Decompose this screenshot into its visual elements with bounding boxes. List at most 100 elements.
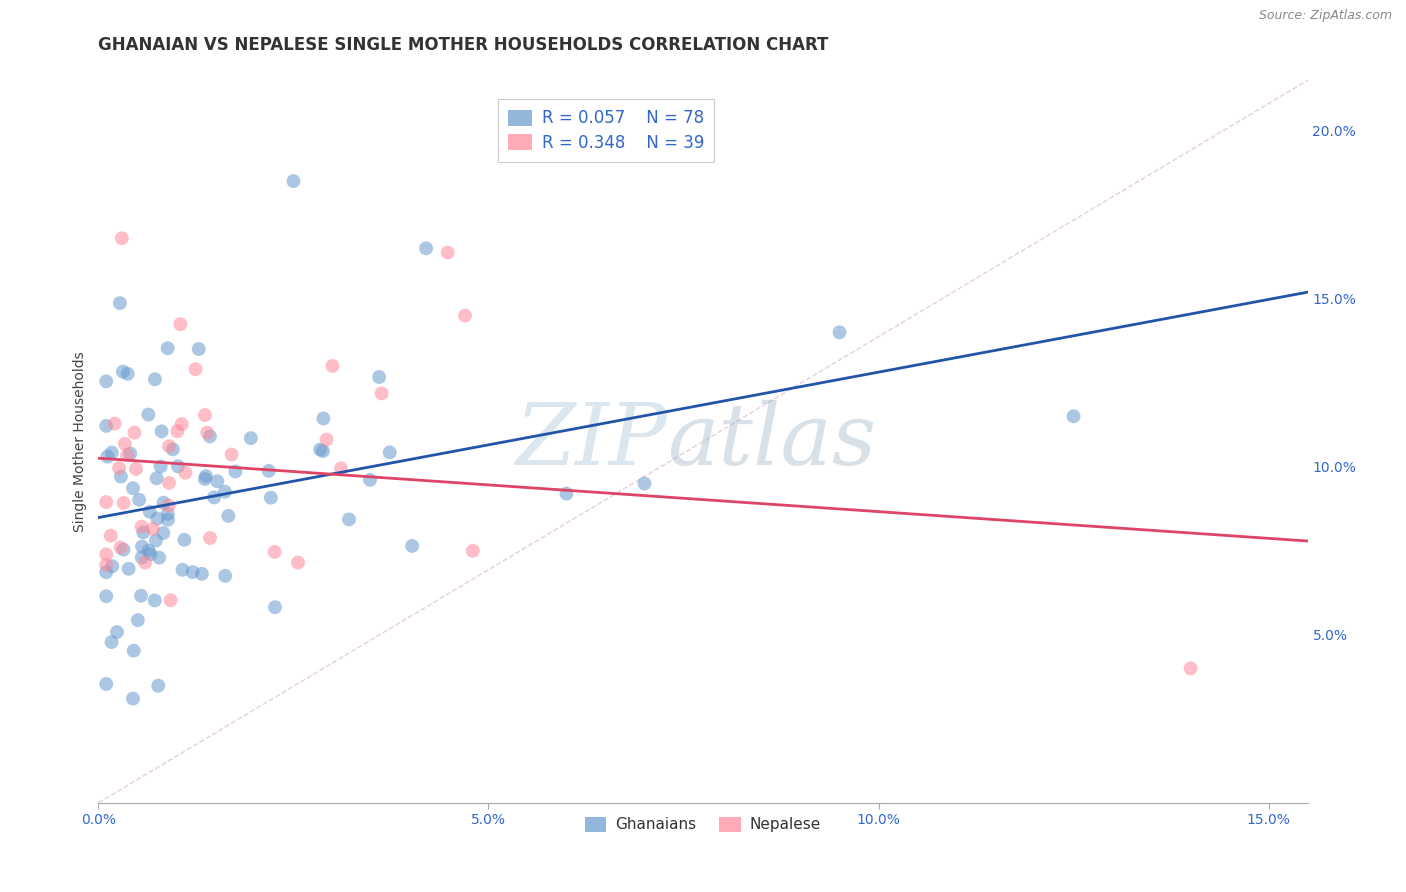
Point (96, 558, 118, 572)
Point (112, 542, 135, 557)
Point (207, 475, 229, 489)
Point (131, 519, 153, 533)
Point (454, 309, 477, 323)
Point (156, 341, 179, 355)
Point (198, 531, 221, 545)
Point (157, 475, 180, 490)
Point (122, 643, 145, 657)
Point (337, 512, 360, 526)
Point (287, 556, 309, 570)
Point (136, 408, 159, 422)
Point (127, 613, 149, 627)
Point (96, 566, 118, 580)
Point (194, 469, 217, 483)
Text: atlas: atlas (666, 401, 876, 483)
Point (555, 486, 578, 500)
Point (143, 372, 166, 386)
Point (115, 448, 138, 462)
Point (157, 499, 180, 513)
Point (96, 589, 118, 603)
Point (162, 442, 184, 457)
Point (315, 433, 337, 447)
Point (105, 625, 128, 640)
Point (257, 464, 280, 478)
Point (368, 370, 391, 384)
Point (309, 442, 332, 457)
Point (100, 528, 122, 542)
Point (264, 600, 287, 615)
Point (172, 563, 194, 577)
Point (187, 342, 209, 356)
Point (131, 550, 153, 565)
Point (122, 481, 145, 495)
Point (96, 418, 118, 433)
Y-axis label: Single Mother Households: Single Mother Households (73, 351, 87, 532)
Point (184, 362, 207, 376)
Point (150, 425, 173, 439)
Point (330, 461, 353, 475)
Point (194, 472, 217, 486)
Point (118, 562, 141, 576)
Point (169, 317, 191, 331)
Point (370, 386, 392, 401)
Point (321, 359, 343, 373)
Point (145, 533, 167, 548)
Point (181, 565, 204, 579)
Text: ZIP: ZIP (515, 401, 666, 483)
Point (96, 450, 118, 464)
Point (202, 491, 225, 505)
Point (224, 465, 246, 479)
Point (110, 469, 132, 483)
Point (156, 513, 179, 527)
Point (101, 445, 124, 459)
Point (125, 462, 148, 476)
Point (1063, 409, 1085, 424)
Point (148, 550, 170, 565)
Point (139, 505, 162, 519)
Point (217, 508, 239, 523)
Point (283, 174, 305, 188)
Point (828, 326, 851, 340)
Point (114, 437, 136, 451)
Text: GHANAIAN VS NEPALESE SINGLE MOTHER HOUSEHOLDS CORRELATION CHART: GHANAIAN VS NEPALESE SINGLE MOTHER HOUSE… (98, 36, 828, 54)
Point (124, 425, 146, 440)
Point (170, 417, 193, 431)
Point (461, 543, 484, 558)
Text: Source: ZipAtlas.com: Source: ZipAtlas.com (1258, 9, 1392, 22)
Point (132, 525, 155, 540)
Point (96, 547, 118, 561)
Point (108, 296, 131, 310)
Point (167, 459, 190, 474)
Point (117, 367, 139, 381)
Point (104, 417, 127, 431)
Point (239, 431, 262, 445)
Point (194, 408, 217, 422)
Point (221, 448, 243, 462)
Point (148, 679, 170, 693)
Point (312, 411, 335, 425)
Point (359, 473, 381, 487)
Point (131, 540, 153, 554)
Point (120, 446, 142, 460)
Point (378, 445, 401, 459)
Point (1180, 661, 1202, 675)
Point (198, 429, 221, 443)
Legend: Ghanaians, Nepalese: Ghanaians, Nepalese (579, 811, 827, 838)
Point (149, 459, 172, 474)
Point (145, 471, 167, 485)
Point (152, 496, 174, 510)
Point (195, 425, 218, 440)
Point (436, 245, 458, 260)
Point (633, 476, 655, 491)
Point (122, 691, 145, 706)
Point (214, 569, 236, 583)
Point (166, 424, 188, 438)
Point (129, 589, 152, 603)
Point (312, 444, 335, 458)
Point (156, 507, 179, 521)
Point (134, 556, 156, 570)
Point (139, 547, 162, 561)
Point (111, 231, 134, 245)
Point (112, 496, 135, 510)
Point (143, 593, 166, 607)
